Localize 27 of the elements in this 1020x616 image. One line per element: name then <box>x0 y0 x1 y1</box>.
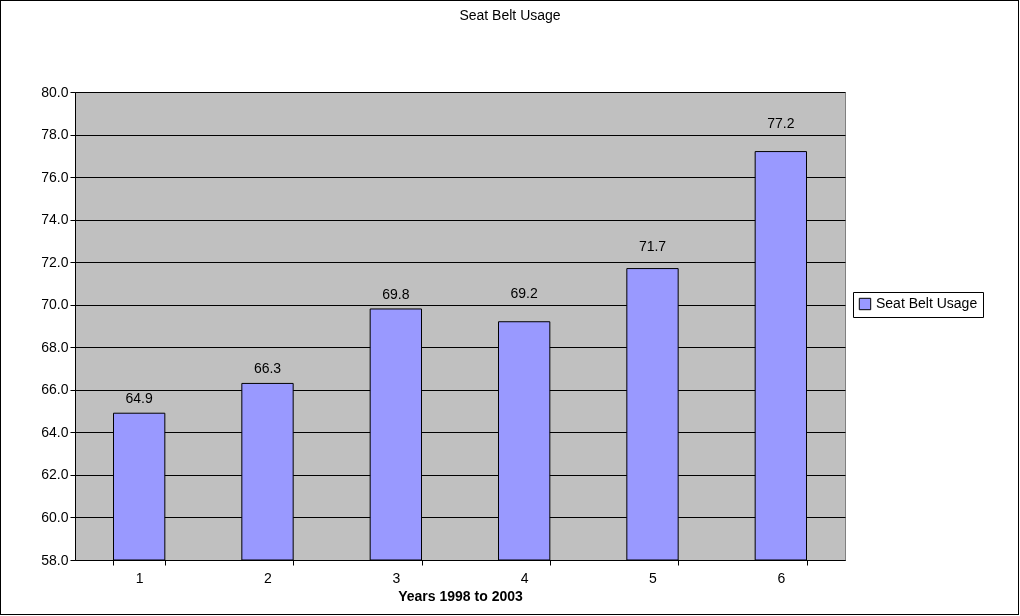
y-tick-label: 78.0 <box>41 126 69 143</box>
y-tick-label: 62.0 <box>41 466 69 483</box>
y-tick-label: 60.0 <box>41 508 69 525</box>
y-tick-label: 74.0 <box>41 211 69 228</box>
x-tick-label: 1 <box>135 569 144 586</box>
y-tick-label: 76.0 <box>41 168 69 185</box>
y-tick-label: 72.0 <box>41 253 69 270</box>
data-label: 77.2 <box>767 114 795 131</box>
chart-title: Seat Belt Usage <box>459 7 561 23</box>
y-tick-label: 70.0 <box>41 296 69 313</box>
x-tick-label: 6 <box>777 569 786 586</box>
x-axis-title: Years 1998 to 2003 <box>398 587 523 604</box>
y-tick-label: 64.0 <box>41 423 69 440</box>
data-label: 71.7 <box>638 237 667 254</box>
data-label: 64.9 <box>125 390 153 407</box>
data-label: 69.2 <box>510 284 538 301</box>
y-tick-label: 80.0 <box>41 83 69 100</box>
x-tick-label: 3 <box>392 569 401 586</box>
y-tick-label: 68.0 <box>41 338 69 355</box>
legend-label: Seat Belt Usage <box>876 295 978 311</box>
x-tick-label: 5 <box>649 569 658 586</box>
y-tick-label: 58.0 <box>41 551 69 568</box>
x-tick-label: 4 <box>520 569 529 586</box>
y-tick-label: 66.0 <box>41 381 69 398</box>
data-label: 66.3 <box>253 360 282 377</box>
x-tick-label: 2 <box>264 569 273 586</box>
data-label: 69.8 <box>382 285 410 302</box>
